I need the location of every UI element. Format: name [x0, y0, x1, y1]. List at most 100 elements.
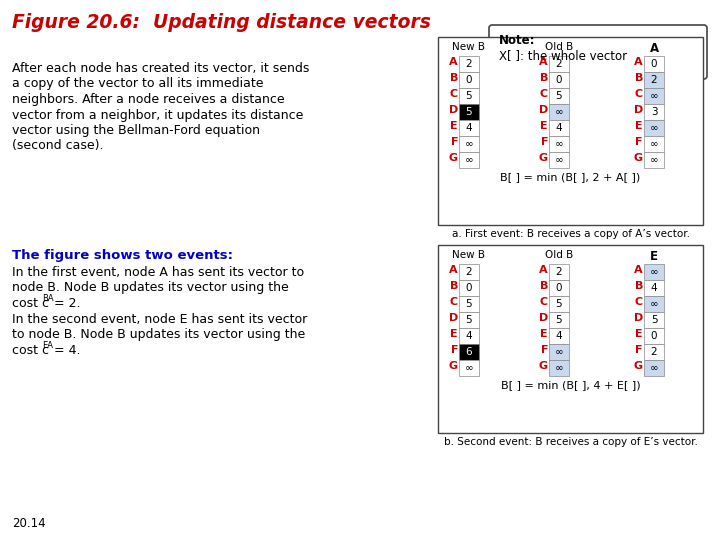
Text: 4: 4: [466, 123, 472, 133]
Text: ∞: ∞: [464, 139, 473, 149]
Bar: [549, 328, 569, 344]
Text: C: C: [450, 297, 458, 307]
Text: 6: 6: [466, 347, 472, 357]
Bar: [438, 37, 703, 225]
Text: F: F: [541, 137, 548, 147]
Text: D: D: [449, 105, 458, 115]
Text: A: A: [634, 265, 643, 275]
Text: ∞: ∞: [649, 267, 658, 277]
Bar: [549, 264, 569, 280]
Bar: [644, 56, 664, 72]
Bar: [459, 264, 479, 280]
Text: 0: 0: [556, 283, 562, 293]
Text: G: G: [449, 361, 458, 371]
Text: 0: 0: [651, 59, 657, 69]
Text: cost c: cost c: [12, 343, 49, 356]
Text: ∞: ∞: [649, 155, 658, 165]
Bar: [549, 296, 569, 312]
Text: 5: 5: [466, 315, 472, 325]
Bar: [549, 360, 569, 376]
Text: Old B: Old B: [545, 42, 573, 52]
Text: New B: New B: [452, 42, 485, 52]
Text: B: B: [634, 281, 643, 291]
Text: 2: 2: [466, 59, 472, 69]
Bar: [644, 312, 664, 328]
Text: ∞: ∞: [649, 123, 658, 133]
Text: = 4.: = 4.: [50, 343, 80, 356]
Text: New B: New B: [452, 250, 485, 260]
Text: ∞: ∞: [554, 155, 563, 165]
Bar: [459, 88, 479, 104]
Text: G: G: [539, 153, 548, 163]
Text: 5: 5: [556, 299, 562, 309]
Text: G: G: [634, 153, 643, 163]
Text: ∞: ∞: [649, 139, 658, 149]
Text: vector using the Bellman-Ford equation: vector using the Bellman-Ford equation: [12, 124, 260, 137]
FancyBboxPatch shape: [489, 25, 707, 79]
Bar: [549, 72, 569, 88]
Text: B: B: [449, 73, 458, 83]
Text: vector from a neighbor, it updates its distance: vector from a neighbor, it updates its d…: [12, 109, 303, 122]
Bar: [459, 280, 479, 296]
Text: 4: 4: [556, 331, 562, 341]
Text: D: D: [539, 105, 548, 115]
Text: F: F: [451, 345, 458, 355]
Text: A: A: [649, 42, 659, 55]
Text: a. First event: B receives a copy of A’s vector.: a. First event: B receives a copy of A’s…: [451, 229, 690, 239]
Text: E: E: [541, 329, 548, 339]
Text: E: E: [541, 121, 548, 131]
Text: D: D: [539, 313, 548, 323]
Text: B: B: [634, 73, 643, 83]
Text: neighbors. After a node receives a distance: neighbors. After a node receives a dista…: [12, 93, 284, 106]
Bar: [459, 152, 479, 168]
Bar: [644, 280, 664, 296]
Text: ∞: ∞: [554, 363, 563, 373]
Text: cost c: cost c: [12, 297, 49, 310]
Bar: [644, 120, 664, 136]
Text: E: E: [635, 121, 643, 131]
Text: 4: 4: [556, 123, 562, 133]
Text: 5: 5: [556, 91, 562, 101]
Text: C: C: [540, 89, 548, 99]
Bar: [549, 88, 569, 104]
Text: C: C: [635, 297, 643, 307]
Text: 4: 4: [466, 331, 472, 341]
Text: G: G: [634, 361, 643, 371]
Text: After each node has created its vector, it sends: After each node has created its vector, …: [12, 62, 310, 75]
Text: 2: 2: [556, 59, 562, 69]
Text: 2: 2: [651, 347, 657, 357]
Text: X[ ]: the whole vector: X[ ]: the whole vector: [499, 49, 627, 62]
Text: A: A: [539, 265, 548, 275]
Bar: [459, 120, 479, 136]
Bar: [549, 280, 569, 296]
Bar: [549, 136, 569, 152]
Text: B: B: [449, 281, 458, 291]
Bar: [459, 328, 479, 344]
Text: 2: 2: [651, 75, 657, 85]
Bar: [644, 264, 664, 280]
Text: ∞: ∞: [554, 347, 563, 357]
Text: 20.14: 20.14: [12, 517, 45, 530]
Text: F: F: [636, 345, 643, 355]
Text: E: E: [451, 329, 458, 339]
Text: 5: 5: [651, 315, 657, 325]
Text: 0: 0: [466, 75, 472, 85]
Text: Figure 20.6:  Updating distance vectors: Figure 20.6: Updating distance vectors: [12, 13, 431, 32]
Bar: [549, 152, 569, 168]
Text: Old B: Old B: [545, 250, 573, 260]
Text: E: E: [451, 121, 458, 131]
Text: 2: 2: [466, 267, 472, 277]
Text: A: A: [634, 57, 643, 67]
Text: F: F: [451, 137, 458, 147]
Bar: [644, 152, 664, 168]
Bar: [459, 360, 479, 376]
Text: F: F: [636, 137, 643, 147]
Text: F: F: [541, 345, 548, 355]
Bar: [644, 360, 664, 376]
Text: BA: BA: [42, 294, 54, 303]
Bar: [459, 312, 479, 328]
Text: to node B. Node B updates its vector using the: to node B. Node B updates its vector usi…: [12, 328, 305, 341]
Text: 5: 5: [466, 299, 472, 309]
Text: 2: 2: [556, 267, 562, 277]
Text: ∞: ∞: [649, 299, 658, 309]
